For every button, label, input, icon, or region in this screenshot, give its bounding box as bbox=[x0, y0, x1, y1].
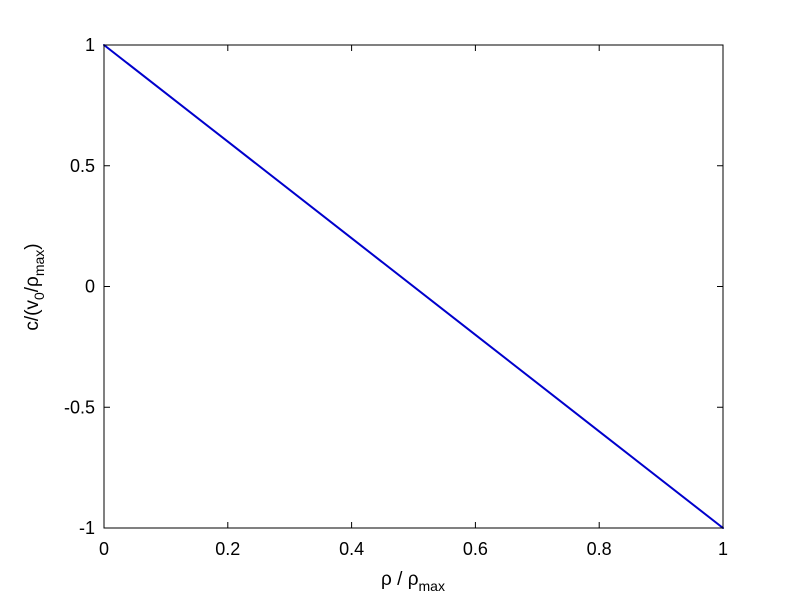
y-axis-label-part3: ) bbox=[22, 243, 43, 249]
y-axis-label-sub2: max bbox=[31, 250, 47, 276]
y-tick-label: 0.5 bbox=[70, 156, 95, 176]
x-axis-label-main: ρ / ρ bbox=[381, 569, 419, 590]
x-axis-label-sub: max bbox=[419, 578, 445, 594]
x-tick-label: 0 bbox=[99, 539, 109, 559]
y-axis-label: c/(v0/ρmax) bbox=[22, 243, 47, 330]
x-tick-label: 0.8 bbox=[587, 539, 612, 559]
y-tick-label: -0.5 bbox=[64, 397, 95, 417]
y-tick-label: 0 bbox=[85, 277, 95, 297]
tick-labels: 0 0.2 0.4 0.6 0.8 1 -1 -0.5 0 0.5 1 bbox=[64, 35, 728, 559]
x-tick-label: 0.6 bbox=[463, 539, 488, 559]
x-tick-label: 0.4 bbox=[339, 539, 364, 559]
series-line-0 bbox=[103, 44, 724, 529]
y-axis-label-part1: c/(v bbox=[22, 300, 43, 331]
plot-frame bbox=[103, 44, 724, 529]
x-tick-label: 1 bbox=[718, 539, 728, 559]
series-group bbox=[103, 44, 724, 529]
x-axis-label: ρ / ρmax bbox=[381, 569, 445, 594]
y-axis-label-part2: /ρ bbox=[22, 276, 43, 292]
y-axis-label-sub1: 0 bbox=[31, 292, 47, 300]
x-tick-label: 0.2 bbox=[215, 539, 240, 559]
y-tick-label: -1 bbox=[79, 518, 95, 538]
y-tick-label: 1 bbox=[85, 35, 95, 55]
